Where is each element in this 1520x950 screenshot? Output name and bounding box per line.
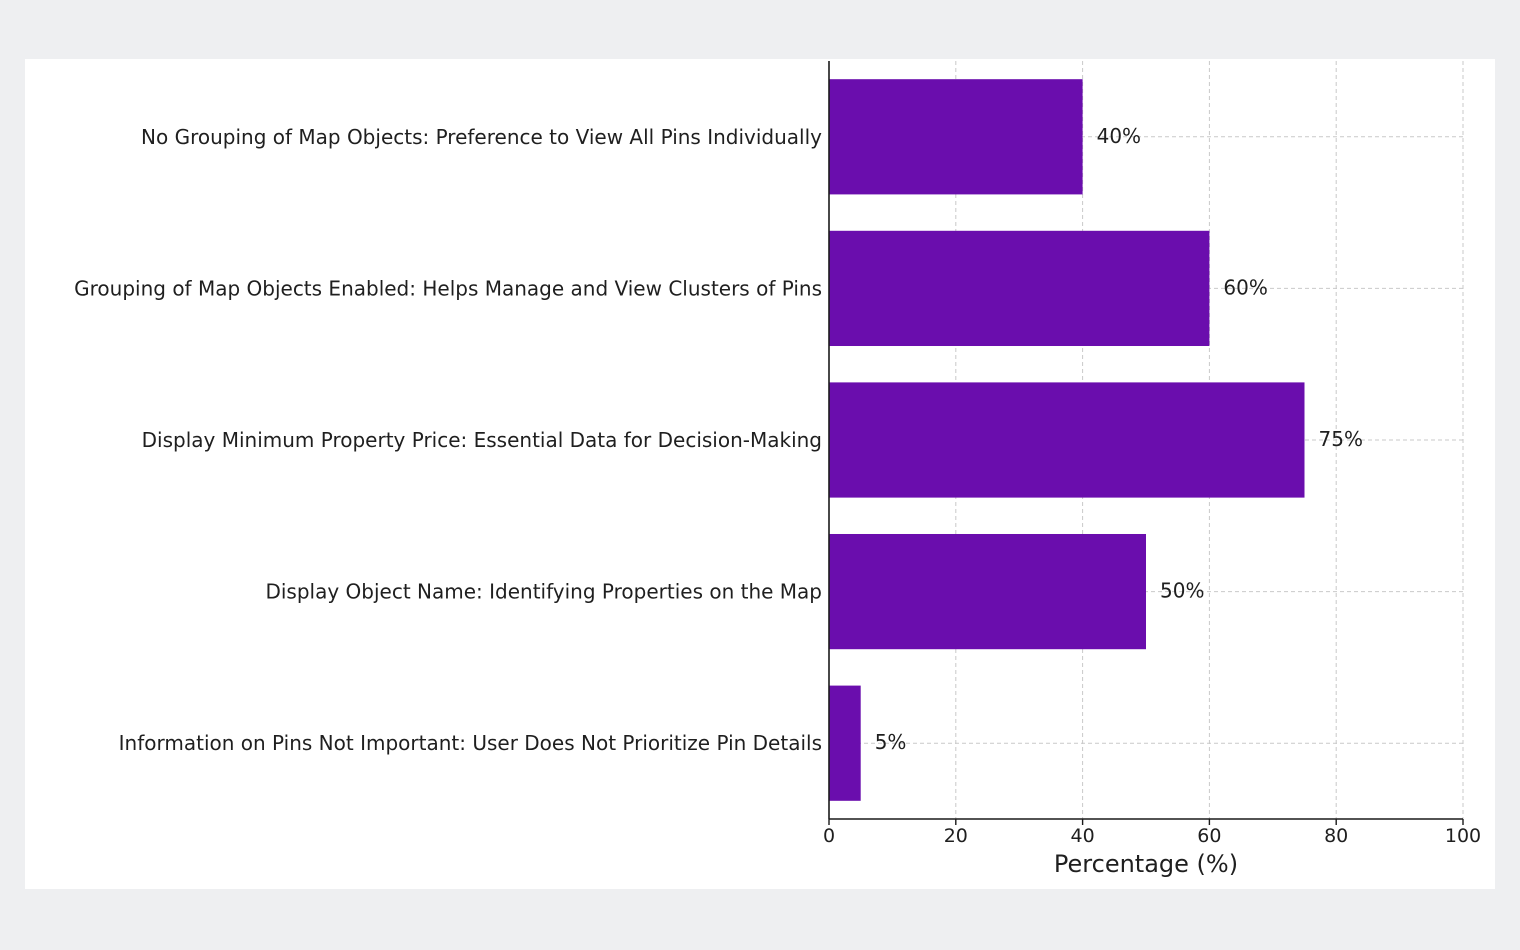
value-label: 5% <box>875 730 907 754</box>
x-tick-label: 60 <box>1197 825 1221 847</box>
category-label: Grouping of Map Objects Enabled: Helps M… <box>74 276 822 300</box>
category-label: Display Object Name: Identifying Propert… <box>265 580 822 604</box>
x-tick-label: 20 <box>944 825 968 847</box>
value-label: 75% <box>1319 427 1363 451</box>
bars-layer <box>829 79 1305 801</box>
category-label: Information on Pins Not Important: User … <box>119 731 822 755</box>
x-axis-title: Percentage (%) <box>1054 850 1238 878</box>
x-tick-label: 40 <box>1071 825 1095 847</box>
x-tick-label: 0 <box>823 825 835 847</box>
bar <box>829 230 1210 347</box>
category-labels-layer: No Grouping of Map Objects: Preference t… <box>74 125 822 755</box>
bar <box>829 533 1146 650</box>
bar <box>829 685 861 801</box>
value-label: 50% <box>1160 579 1204 603</box>
category-label: Display Minimum Property Price: Essentia… <box>142 428 822 452</box>
value-labels-layer: 40% 60% 75% 50% 5% <box>875 124 1363 754</box>
value-label: 60% <box>1223 275 1267 299</box>
bar <box>829 79 1083 195</box>
x-tick-label: 100 <box>1445 825 1481 847</box>
x-tick-label: 80 <box>1324 825 1348 847</box>
x-ticks-layer: 0 20 40 60 80 100 <box>823 819 1481 847</box>
value-label: 40% <box>1097 124 1141 148</box>
bar <box>829 382 1305 498</box>
category-label: No Grouping of Map Objects: Preference t… <box>141 125 822 149</box>
